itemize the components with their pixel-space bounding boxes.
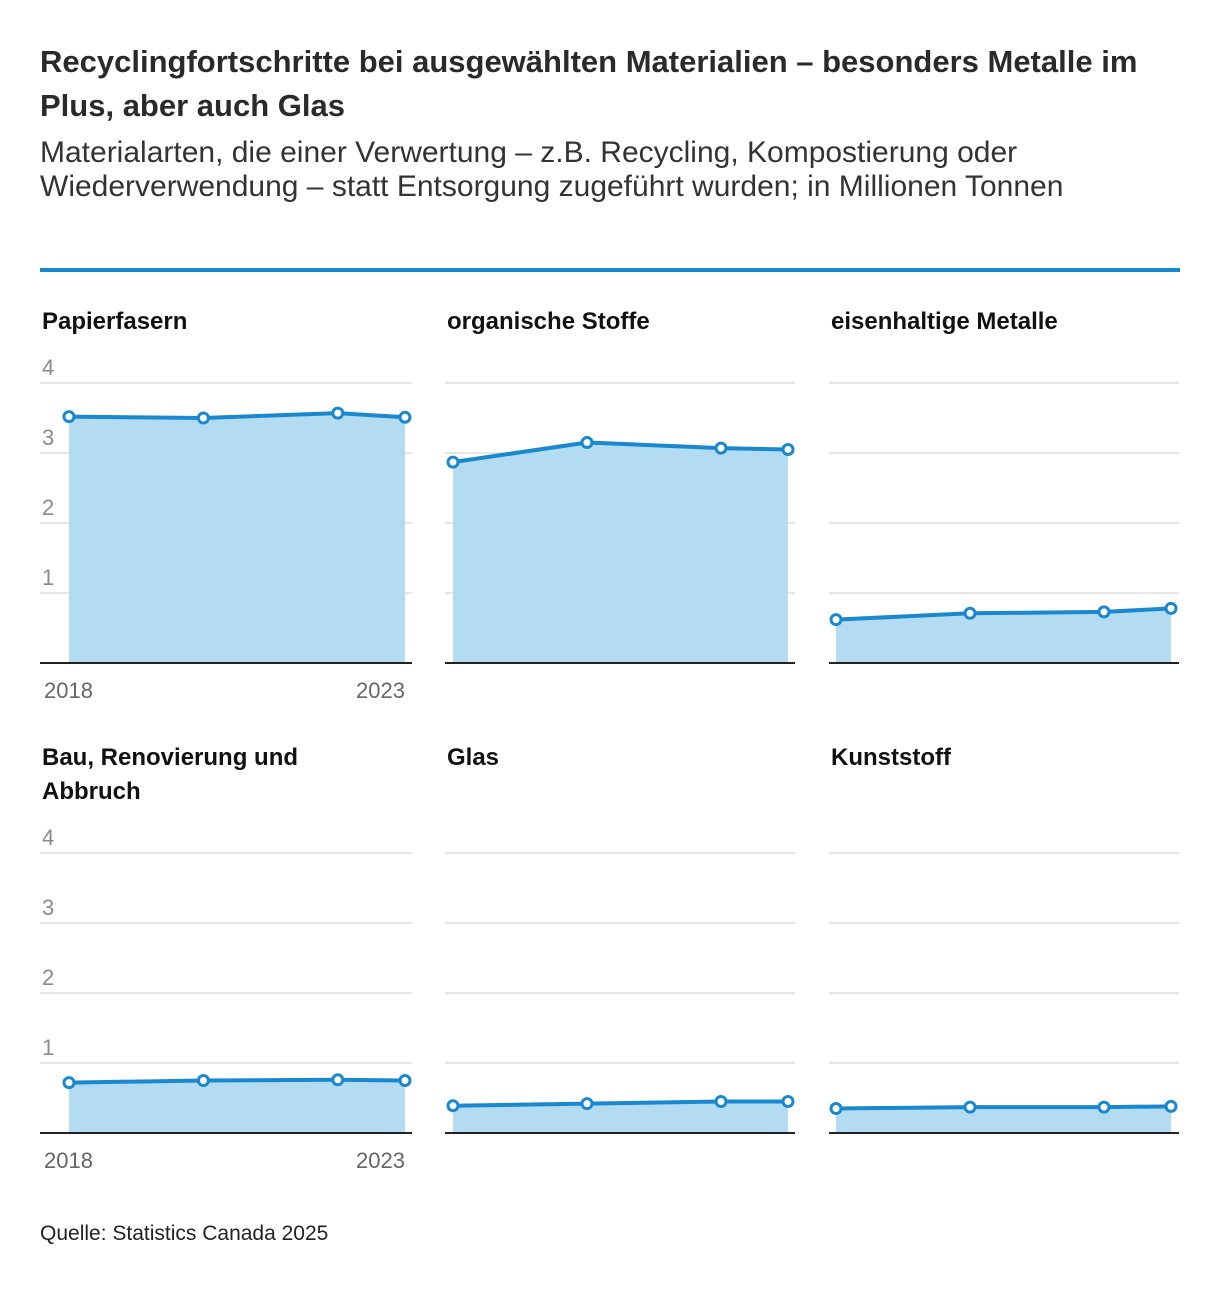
header-divider [40, 268, 1180, 272]
panel-1-ytick-2: 2 [42, 495, 54, 520]
panel-3-point-2022 [1097, 605, 1111, 619]
panel-1-ytick-1: 1 [42, 565, 54, 590]
panel-1-series-line [67, 411, 407, 420]
panel-4-point-2023 [398, 1074, 412, 1087]
panel-6-title: Kunststoff [831, 744, 952, 771]
panel-6-point-2022 [1097, 1100, 1111, 1114]
panel-2-title: organische Stoffe [447, 308, 650, 335]
panel-6-series-line [834, 1104, 1173, 1111]
panel-4-title: Bau, Renovierung und [42, 744, 298, 771]
panel-5-point-2020 [580, 1097, 594, 1111]
panel-3-title: eisenhaltige Metalle [831, 308, 1058, 335]
source-note: Quelle: Statistics Canada 2025 [40, 1222, 329, 1245]
panel-3-point-2018 [829, 613, 843, 627]
panel-6-point-2023 [1164, 1099, 1178, 1113]
panel-4-xtick-first: 2018 [44, 1148, 93, 1173]
panel-6-point-2020 [963, 1100, 977, 1114]
panel-2-point-2023 [781, 443, 795, 456]
panel-4-point-2020 [196, 1074, 210, 1087]
panel-1-point-2020 [196, 411, 210, 425]
chart-title: Recyclingfortschritte bei ausgewählten M… [40, 44, 1138, 123]
panel-5-point-2022 [714, 1095, 728, 1108]
panel-2-point-2020 [580, 436, 594, 449]
panel-2-point-2022 [714, 441, 728, 455]
panel-1-xtick-first: 2018 [44, 678, 93, 703]
panel-4-ytick-3: 3 [42, 895, 54, 920]
panel-3-area [836, 608, 1171, 663]
panel-4-point-2022 [331, 1073, 345, 1087]
panel-5-area [453, 1101, 788, 1133]
panel-4-point-2018 [62, 1076, 76, 1090]
panel-1-area [69, 413, 405, 663]
panel-1-xtick-last: 2023 [356, 678, 405, 703]
panel-5-series-line [451, 1099, 790, 1108]
panel-2-series-line [451, 440, 790, 465]
panel-6-area [836, 1106, 1171, 1133]
panel-2-point-2018 [446, 455, 460, 469]
panel-4-ytick-2: 2 [42, 965, 54, 990]
panel-5-point-2023 [781, 1095, 795, 1108]
panel-1-title: Papierfasern [42, 308, 187, 335]
panel-1-ytick-4: 4 [42, 355, 54, 380]
panel-4-ytick-4: 4 [42, 825, 54, 850]
panel-3-series-line [834, 606, 1173, 622]
panel-3-point-2023 [1164, 601, 1178, 615]
panel-5-title: Glas [447, 744, 499, 771]
panel-6-point-2018 [829, 1102, 843, 1115]
panel-4-xtick-last: 2023 [356, 1148, 405, 1173]
panel-4-title: Abbruch [42, 778, 141, 805]
panel-5-point-2018 [446, 1099, 460, 1113]
panel-1-point-2022 [331, 406, 345, 420]
chart-subtitle: Materialarten, die einer Verwertung – z.… [40, 136, 1064, 203]
panel-4-series-line [67, 1077, 407, 1085]
panel-2-area [453, 442, 788, 663]
panel-1-point-2023 [398, 410, 412, 424]
panel-3-point-2020 [963, 606, 977, 620]
panel-1-point-2018 [62, 410, 76, 424]
panel-1-ytick-3: 3 [42, 425, 54, 450]
panel-4-area [69, 1079, 405, 1133]
panel-4-ytick-1: 1 [42, 1035, 54, 1060]
